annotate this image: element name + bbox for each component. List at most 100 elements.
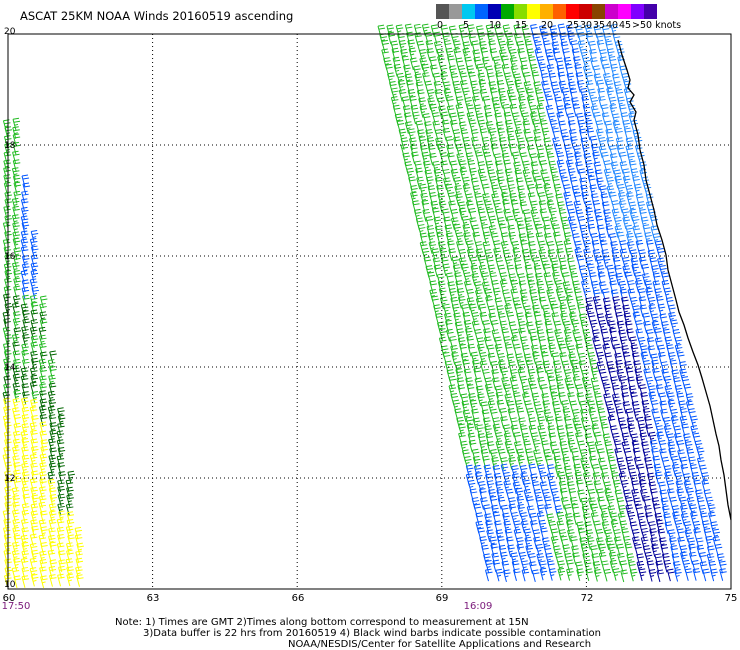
wind-barb xyxy=(536,280,544,294)
wind-barb xyxy=(530,161,539,174)
wind-barb xyxy=(519,375,528,389)
wind-barb xyxy=(38,405,47,419)
wind-barb xyxy=(500,367,509,381)
wind-barb xyxy=(472,49,480,63)
wind-barb xyxy=(459,167,468,181)
wind-barb xyxy=(488,215,497,229)
wind-barb xyxy=(520,520,529,533)
wind-barb xyxy=(617,183,625,197)
lat-label-20: 20 xyxy=(4,27,16,37)
wind-barb xyxy=(625,496,633,510)
legend-swatch xyxy=(605,4,618,19)
wind-barb xyxy=(491,552,499,566)
wind-barb xyxy=(416,40,425,54)
wind-barb xyxy=(536,56,545,69)
wind-barb xyxy=(57,422,65,436)
wind-barb xyxy=(546,472,555,486)
wind-barb xyxy=(623,447,632,461)
wind-barb xyxy=(652,280,661,294)
wind-barb xyxy=(465,464,474,478)
wind-barb xyxy=(637,336,646,350)
wind-barb xyxy=(553,320,562,334)
wind-barb xyxy=(425,265,434,278)
wind-barb xyxy=(602,343,610,357)
wind-barb xyxy=(74,534,83,547)
wind-barb xyxy=(472,231,480,245)
wind-barb xyxy=(12,438,21,452)
wind-barb xyxy=(48,510,57,524)
wind-barb xyxy=(542,400,550,413)
wind-barb xyxy=(576,392,585,405)
wind-barb xyxy=(605,80,614,93)
wind-barb xyxy=(30,429,38,443)
wind-barb xyxy=(625,137,634,150)
wind-barb xyxy=(454,185,462,198)
wind-barb xyxy=(602,433,611,446)
wind-barb xyxy=(425,176,434,189)
wind-barb xyxy=(605,537,613,551)
wind-barb xyxy=(398,89,407,102)
wind-barb xyxy=(622,119,630,133)
wind-barb xyxy=(461,303,469,317)
wind-barb xyxy=(387,31,396,45)
wind-barb xyxy=(679,368,687,382)
wind-barb xyxy=(598,543,606,557)
wind-barb xyxy=(493,153,502,166)
wind-barb xyxy=(429,289,437,302)
wind-barb xyxy=(435,137,443,150)
wind-barb xyxy=(630,257,639,271)
wind-barb xyxy=(20,375,29,388)
legend-swatch xyxy=(475,4,488,19)
wind-barb xyxy=(532,529,541,542)
wind-barb xyxy=(623,312,632,326)
wind-barb xyxy=(634,271,642,285)
wind-barb xyxy=(556,248,564,261)
wind-barb xyxy=(463,319,472,333)
wind-barb xyxy=(517,87,525,101)
wind-barb xyxy=(588,40,596,54)
wind-barb xyxy=(538,240,546,254)
wind-barb xyxy=(30,486,38,500)
wind-barb xyxy=(473,367,481,381)
wind-barb xyxy=(586,537,595,550)
wind-barb xyxy=(653,463,662,477)
wind-barb xyxy=(650,400,659,413)
wind-barb xyxy=(609,559,618,573)
wind-barb xyxy=(407,128,416,141)
wind-barb xyxy=(663,416,671,430)
wind-barb xyxy=(579,313,587,327)
wind-barb xyxy=(590,545,598,558)
wind-barb xyxy=(21,310,30,323)
wind-barb xyxy=(508,273,517,286)
wind-barb xyxy=(606,136,614,150)
wind-barb xyxy=(4,574,12,588)
wind-barb xyxy=(461,263,469,277)
wind-barb xyxy=(707,545,715,559)
wind-barb xyxy=(20,246,29,259)
wind-barb xyxy=(603,72,611,86)
wind-barb xyxy=(566,568,574,581)
wind-barb xyxy=(553,545,561,559)
wind-barb xyxy=(484,425,492,438)
wind-barb xyxy=(701,520,710,533)
wind-barb xyxy=(583,239,591,253)
wind-barb xyxy=(404,73,413,86)
wind-barb xyxy=(546,241,555,254)
wind-barb xyxy=(567,529,575,542)
wind-barb xyxy=(518,95,526,109)
wind-barb xyxy=(458,432,466,445)
wind-barb xyxy=(509,192,517,206)
wind-barb xyxy=(12,205,20,219)
wind-barb xyxy=(533,536,541,550)
wind-barb xyxy=(697,457,705,470)
wind-barb xyxy=(595,400,604,414)
wind-barb xyxy=(571,359,579,373)
wind-barb xyxy=(663,425,672,438)
wind-barb xyxy=(440,345,449,358)
wind-barb xyxy=(716,553,725,566)
wind-barb xyxy=(451,352,459,365)
wind-barb xyxy=(614,440,622,453)
wind-barb xyxy=(651,408,659,422)
wind-barb xyxy=(48,503,57,516)
wind-barb xyxy=(507,408,516,421)
